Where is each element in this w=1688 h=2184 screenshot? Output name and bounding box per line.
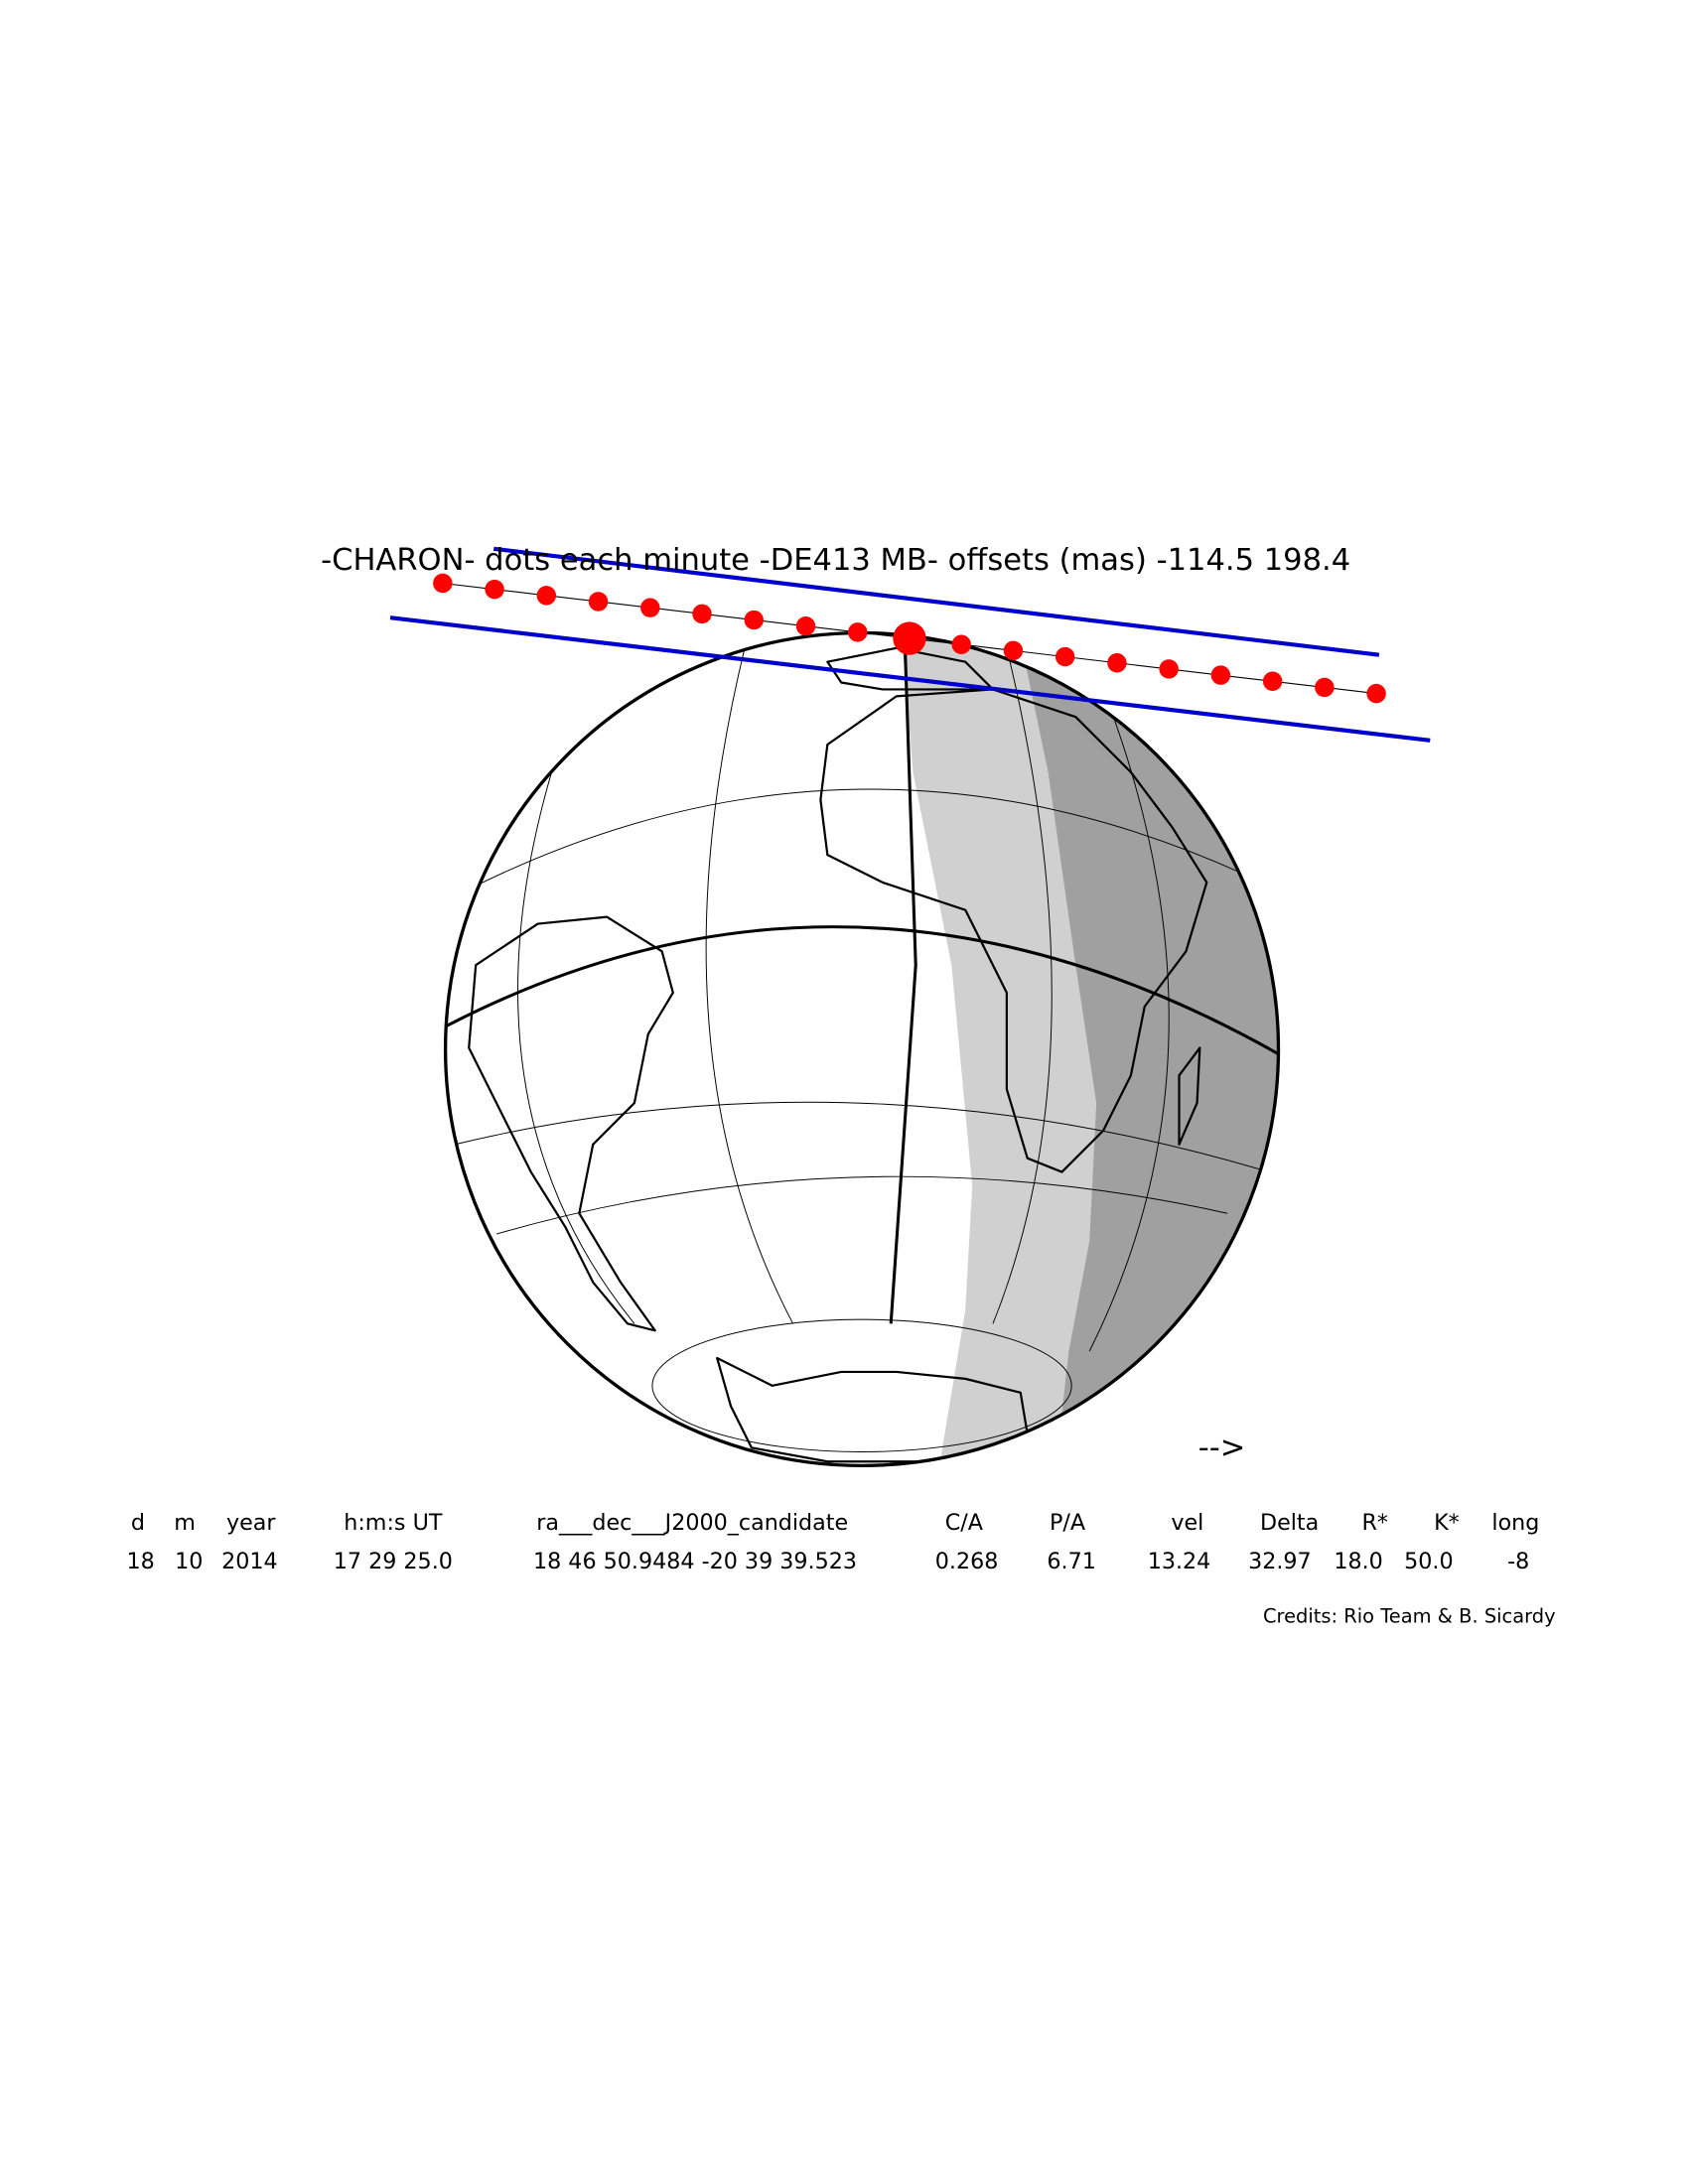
table-header: K* — [1434, 1510, 1460, 1536]
equator — [445, 925, 1279, 1056]
minute-dot — [795, 615, 816, 636]
table-value: 18 — [127, 1549, 155, 1574]
table-header: d — [131, 1510, 145, 1536]
central-meridian — [889, 636, 917, 1324]
table-value: 50.0 — [1404, 1549, 1453, 1574]
minute-dot — [1107, 653, 1127, 673]
table-value: 17 29 25.0 — [334, 1549, 453, 1574]
table-header: C/A — [945, 1510, 984, 1536]
direction-arrow: --> — [1198, 1431, 1246, 1465]
table-value: -8 — [1507, 1549, 1529, 1574]
minute-dot — [1159, 659, 1179, 679]
table-value: 18 46 50.9484 -20 39 39.523 — [533, 1549, 857, 1574]
table-value: 0.268 — [935, 1549, 999, 1574]
table-header: Delta — [1260, 1510, 1319, 1536]
table-header: year — [226, 1510, 276, 1536]
central-dot — [893, 621, 926, 655]
table-value: 6.71 — [1047, 1549, 1095, 1574]
minute-dots — [433, 573, 1386, 704]
night-zone — [1013, 632, 1279, 1466]
minute-dot — [1262, 671, 1283, 691]
table-value: 18.0 — [1334, 1549, 1382, 1574]
africa — [819, 688, 1208, 1173]
map-title: -CHARON- dots each minute -DE413 MB- off… — [321, 543, 1350, 578]
minute-dot — [536, 586, 557, 606]
table-header: P/A — [1050, 1510, 1086, 1536]
minute-dot — [951, 634, 971, 654]
minute-dot — [1366, 683, 1386, 704]
minute-dot — [692, 604, 712, 624]
minute-dot — [588, 592, 609, 612]
minute-dot — [640, 598, 660, 617]
shadow-limit-north — [492, 546, 1380, 657]
table-header: long — [1491, 1510, 1539, 1536]
table-value: 13.24 — [1148, 1549, 1211, 1574]
table-header: vel — [1171, 1510, 1203, 1536]
minute-dot — [433, 573, 453, 594]
table-header: ra___dec___J2000_candidate — [536, 1510, 848, 1536]
minute-dot — [1315, 677, 1335, 698]
antarctica — [716, 1356, 1029, 1463]
minute-dot — [848, 622, 868, 642]
shadow-limit-south — [389, 615, 1431, 743]
event-table: d m year h:m:s UT ra___dec___J2000_candidate… — [127, 1510, 1540, 1574]
table-header: R* — [1361, 1510, 1388, 1536]
minute-dot — [1003, 640, 1024, 661]
minute-dot — [744, 610, 764, 630]
table-value: 2014 — [221, 1549, 278, 1574]
table-header: m — [174, 1510, 196, 1536]
south-america — [468, 915, 674, 1332]
minute-dot — [485, 579, 504, 600]
table-value: 10 — [175, 1549, 203, 1574]
minute-dot — [1055, 646, 1075, 667]
table-header: h:m:s UT — [344, 1510, 443, 1536]
madagascar — [1178, 1046, 1201, 1146]
minute-dot — [1210, 665, 1231, 685]
table-value: 32.97 — [1248, 1549, 1312, 1574]
credits: Credits: Rio Team & B. Sicardy — [1263, 1605, 1556, 1628]
